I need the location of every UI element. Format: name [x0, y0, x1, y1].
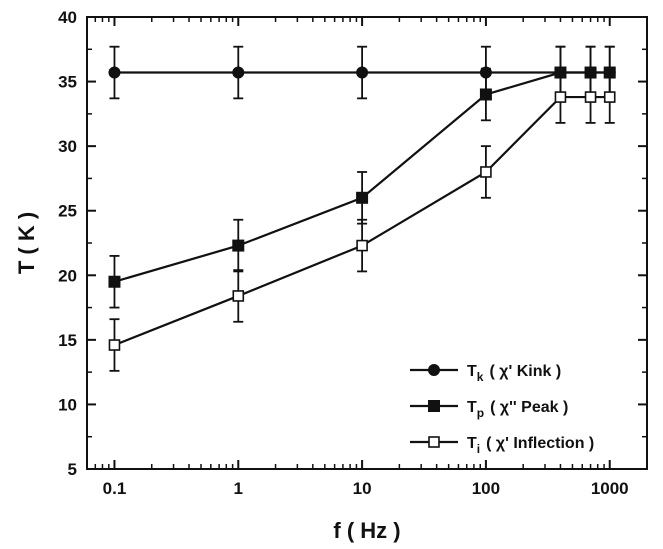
- legend-label: Tk ( χ' Kink ): [467, 363, 561, 384]
- y-tick-label: 10: [58, 395, 77, 414]
- data-point: [356, 191, 369, 204]
- x-axis-title: f ( Hz ): [333, 518, 400, 543]
- x-tick-label: 1000: [591, 479, 629, 498]
- legend-entry-1: Tk ( χ' Kink ): [410, 363, 561, 384]
- legend-description: ( χ'' Peak ): [490, 399, 568, 416]
- data-point: [584, 91, 597, 103]
- y-axis-ticks: 5 10 15 20 25 30 35 40: [58, 8, 647, 479]
- y-tick-label: 20: [58, 266, 77, 285]
- y-tick-label: 15: [58, 331, 77, 350]
- legend-description: ( χ' Kink ): [489, 363, 561, 380]
- y-tick-label: 30: [58, 137, 77, 156]
- x-tick-label: 100: [472, 479, 500, 498]
- legend-subscript: p: [477, 406, 484, 420]
- y-tick-label: 40: [58, 8, 77, 27]
- data-point: [232, 290, 245, 302]
- y-axis-title: T ( K ): [14, 212, 39, 274]
- legend-subscript: k: [477, 370, 484, 384]
- legend-entry-3: Ti ( χ' Inflection ): [410, 435, 594, 456]
- series-3: [108, 70, 616, 372]
- data-point: [232, 66, 245, 79]
- data-point: [554, 91, 567, 103]
- data-point: [479, 88, 492, 101]
- legend-symbol: T: [467, 435, 477, 452]
- y-tick-label: 5: [68, 460, 77, 479]
- data-point: [108, 66, 121, 79]
- x-tick-label: 0.1: [103, 479, 127, 498]
- legend-marker: [428, 400, 440, 412]
- legend-description: ( χ' Inflection ): [486, 435, 594, 452]
- data-point: [603, 91, 616, 103]
- legend-label: Tp ( χ'' Peak ): [467, 399, 568, 420]
- legend-entry-2: Tp ( χ'' Peak ): [410, 399, 568, 420]
- legend-subscript: i: [477, 442, 480, 456]
- legend-marker: [428, 436, 440, 448]
- legend-symbol: T: [467, 399, 477, 416]
- data-point: [480, 166, 492, 178]
- x-tick-label: 1: [234, 479, 243, 498]
- data-point: [356, 66, 369, 79]
- legend: Tk ( χ' Kink ) Tp ( χ'' Peak ) Ti ( χ' Inflec…: [410, 363, 594, 456]
- data-point: [108, 339, 121, 351]
- legend-label: Ti ( χ' Inflection ): [467, 435, 594, 456]
- data-point: [356, 239, 368, 252]
- series-layer: [108, 45, 616, 372]
- y-tick-label: 25: [58, 202, 77, 221]
- y-tick-label: 35: [58, 73, 77, 92]
- series-1: [108, 45, 616, 100]
- x-axis-ticks: 0.1 1 10 100 1000: [94, 17, 629, 498]
- data-point: [232, 239, 245, 252]
- legend-marker: [428, 364, 440, 376]
- legend-symbol: T: [467, 363, 477, 380]
- data-point: [108, 275, 121, 288]
- x-tick-label: 10: [353, 479, 372, 498]
